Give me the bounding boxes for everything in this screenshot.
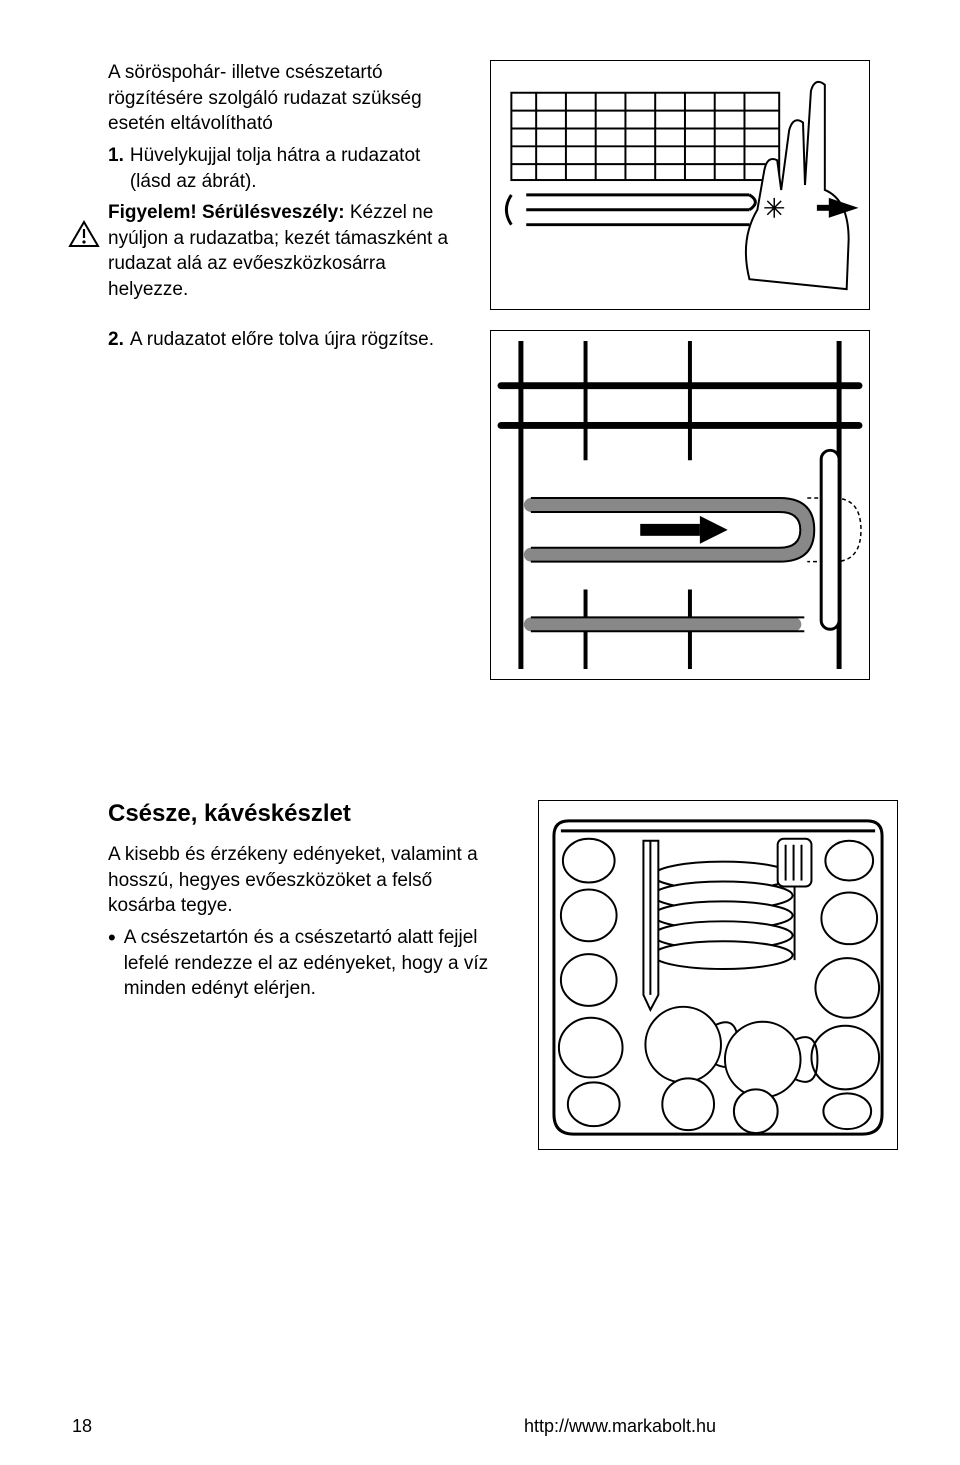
illustration-rod-slide [490,330,870,680]
footer-url: http://www.markabolt.hu [524,1416,716,1437]
step-1-number: 1. [108,143,124,194]
bullet-item: • A csészetartón és a csészetartó alatt … [108,925,498,1002]
section-heading: Csésze, kávéskészlet [108,800,498,828]
warning-block: Figyelem! Sérülésveszély: Kézzel ne nyúl… [108,200,462,303]
step-2-text: A rudazatot előre tolva újra rögzítse. [130,327,462,353]
step-2-number: 2. [108,327,124,353]
page-footer: 18 http://www.markabolt.hu [72,1416,888,1437]
intro-paragraph: A söröspohár- illetve csészetartó rögzít… [108,60,462,137]
illustration-rack-hand [490,60,870,310]
section-paragraph: A kisebb és érzékeny edényeket, valamint… [108,842,498,919]
step-1: 1. Hüvelykujjal tolja hátra a rudazatot … [108,143,462,194]
page-number: 18 [72,1416,92,1437]
step-1-text: Hüvelykujjal tolja hátra a rudazatot (lá… [130,143,462,194]
bullet-text: A csészetartón és a csészetartó alatt fe… [124,925,498,1002]
illustration-upper-basket [538,800,898,1150]
step-2: 2. A rudazatot előre tolva újra rögzítse… [108,327,462,353]
warning-title: Figyelem! Sérülésveszély: [108,202,345,223]
warning-triangle-icon [68,220,100,253]
bullet-dot-icon: • [108,925,116,1002]
